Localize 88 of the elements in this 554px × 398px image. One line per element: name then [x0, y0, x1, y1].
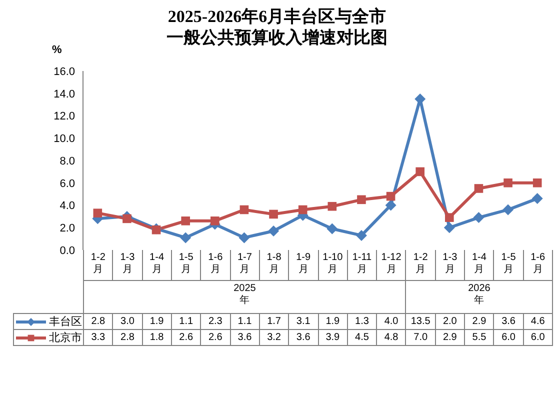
x-tick-label: 1-5月: [494, 250, 524, 280]
data-label: 4.6: [523, 313, 552, 329]
text: 2026年: [467, 282, 492, 306]
text: 2025年: [232, 282, 257, 306]
data-label: 2.9: [435, 329, 465, 345]
point: [122, 214, 132, 224]
point: [269, 210, 278, 219]
point: [180, 232, 192, 244]
x-tick-label: 1-3月: [435, 250, 465, 280]
point: [532, 178, 542, 188]
data-label: 2.3: [200, 313, 230, 329]
x-tick-label: 1-6月: [200, 250, 230, 280]
data-label: 1.7: [259, 313, 289, 329]
point: [444, 222, 455, 234]
y-tick-label: 14.0: [54, 88, 75, 100]
x-tick-label: 1-7月: [230, 250, 260, 280]
x-tick-label: 1-12月: [376, 250, 406, 280]
data-label: 3.2: [259, 329, 289, 345]
data-label: 3.6: [494, 313, 524, 329]
y-tick-label: 4.0: [60, 200, 75, 212]
point: [268, 225, 280, 236]
data-label: 1.1: [230, 313, 260, 329]
x-tick-label: 1-8月: [259, 250, 289, 280]
y-tick-label: 0.0: [60, 244, 75, 257]
data-label: 3.6: [230, 329, 260, 345]
x-tick-label: 1-9月: [288, 250, 318, 280]
data-label: 4.0: [376, 313, 406, 329]
data-label: 2.6: [200, 329, 230, 345]
y-tick-label: 2.0: [60, 222, 75, 235]
y-axis-title: %: [52, 44, 62, 56]
x-tick-label: 1-3月: [112, 250, 142, 280]
point: [504, 178, 512, 188]
data-label: 6.0: [523, 329, 552, 345]
data-label: 3.9: [318, 329, 348, 345]
y-tick-label: 16.0: [54, 66, 75, 78]
data-label: 1.9: [318, 313, 348, 329]
point: [386, 192, 396, 201]
y-tick-label: 8.0: [60, 155, 75, 168]
point: [240, 205, 249, 214]
data-label: 2.6: [171, 329, 201, 345]
data-label: 2.8: [112, 329, 142, 345]
data-label: 5.5: [464, 329, 494, 345]
y-tick-label: 10.0: [54, 133, 75, 146]
point: [326, 223, 338, 234]
point: [298, 205, 308, 214]
point: [445, 213, 454, 222]
point: [532, 193, 543, 204]
point: [210, 216, 220, 226]
point: [385, 200, 396, 211]
data-label: 4.8: [376, 329, 406, 345]
data-label: 1.1: [171, 313, 201, 329]
x-tick-label: 1-6月: [523, 250, 552, 280]
data-label: 13.5: [406, 313, 436, 329]
data-label: 3.0: [112, 313, 142, 329]
x-tick-label: 1-10月: [318, 250, 348, 280]
data-label: 2.8: [84, 313, 113, 329]
chart-title: 2025-2026年6月丰台区与全市一般公共预算收入增速对比图: [166, 6, 388, 48]
data-label: 6.0: [494, 329, 524, 345]
point: [416, 167, 424, 176]
y-tick-label: 12.0: [54, 110, 75, 123]
point: [181, 216, 190, 226]
point: [356, 230, 367, 241]
data-label: 2.9: [464, 313, 494, 329]
point: [502, 204, 514, 216]
point: [238, 232, 250, 244]
legend-label: 丰台区: [49, 316, 82, 328]
x-tick-label: 1-4月: [464, 250, 494, 280]
data-label: 7.0: [406, 329, 436, 345]
legend-label: 北京市: [49, 332, 82, 344]
data-label: 3.3: [84, 329, 113, 345]
x-tick-label: 1-2月: [406, 250, 436, 280]
point: [357, 195, 366, 204]
data-label: 4.5: [347, 329, 377, 345]
data-label: 1.8: [142, 329, 172, 345]
x-tick-label: 1-2月: [84, 250, 113, 280]
x-tick-label: 1-5月: [171, 250, 201, 280]
point: [328, 202, 337, 211]
point: [474, 184, 484, 193]
data-label: 1.9: [142, 313, 172, 329]
point: [473, 212, 484, 224]
data-label: 3.1: [288, 313, 318, 329]
data-label: 2.0: [435, 313, 465, 329]
data-label: 1.3: [347, 313, 377, 329]
data-label: 3.6: [288, 329, 318, 345]
y-tick-label: 6.0: [60, 178, 75, 190]
point: [93, 208, 102, 218]
x-tick-label: 1-4月: [142, 250, 172, 280]
x-tick-label: 1-11月: [347, 250, 377, 280]
